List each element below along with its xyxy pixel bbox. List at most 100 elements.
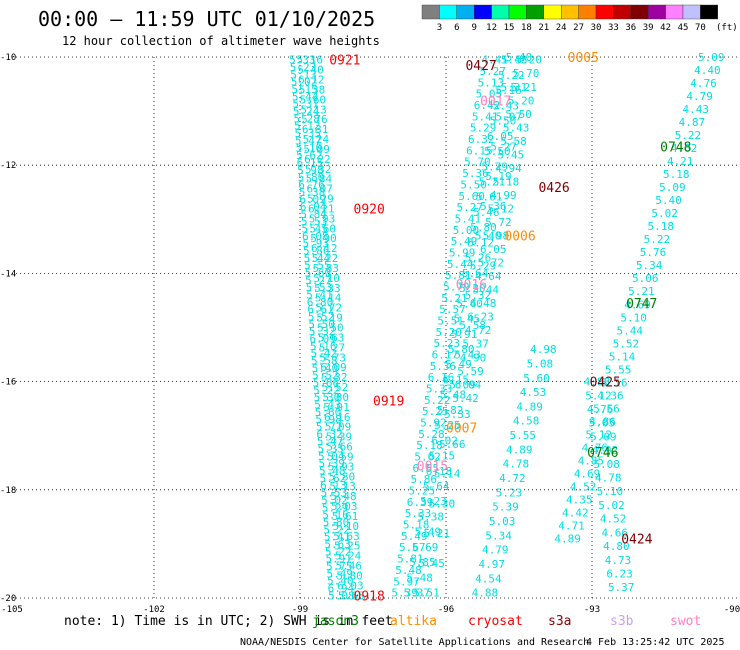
- wave-height-value: 5.00: [453, 224, 480, 237]
- wave-height-value: 5.91: [323, 401, 350, 414]
- legend-tick-label: 15: [504, 23, 515, 33]
- wave-height-value: 5.80: [298, 171, 325, 184]
- wave-height-value: 6.48: [470, 297, 497, 310]
- wave-height-value: 5.55: [304, 259, 331, 272]
- wave-height-value: 5.21: [479, 176, 506, 189]
- wave-height-value: 5.24: [335, 550, 362, 563]
- wave-height-value: 5.57: [439, 303, 466, 316]
- wave-height-value: 5.18: [648, 220, 675, 233]
- wave-height-value: 5.39: [326, 431, 353, 444]
- wave-height-value: 5.49: [401, 530, 428, 543]
- wave-height-value: 5.83: [313, 262, 340, 275]
- wave-height-value: 6.12: [298, 74, 325, 87]
- wave-height-value: 5.36: [480, 200, 507, 213]
- wave-height-value: 5.46: [336, 560, 363, 573]
- wave-height-value: 5.48: [330, 490, 357, 503]
- wave-height-value: 5.80: [470, 221, 497, 234]
- wave-height-value: 5.22: [313, 384, 340, 397]
- wave-height-value: 6.09: [299, 193, 326, 206]
- wave-height-value: 5.38: [299, 186, 326, 199]
- wave-height-value: 6.03: [337, 579, 364, 592]
- wave-height-value: 5.48: [406, 571, 433, 584]
- wave-height-value: 5.98: [315, 413, 342, 426]
- wave-height-value: 5.61: [332, 510, 359, 523]
- wave-height-value: 6.76: [298, 178, 325, 191]
- wave-height-value: 5.79: [443, 280, 470, 293]
- legend-swatch: [543, 4, 562, 20]
- wave-height-value: 6.05: [480, 243, 507, 256]
- wave-height-value: 5.43: [493, 99, 520, 112]
- wave-height-value: 5.40: [506, 51, 533, 64]
- wave-height-value: 5.38: [299, 83, 326, 96]
- wave-height-value: 4.85: [578, 454, 605, 467]
- wave-height-value: 5.91: [451, 328, 478, 341]
- legend-tick-label: 21: [538, 23, 549, 33]
- legend-swatch: [456, 4, 475, 20]
- wave-height-value: 5.20: [515, 54, 542, 67]
- wave-height-value: 6.32: [316, 428, 343, 441]
- wave-height-value: 4.40: [694, 64, 721, 77]
- wave-height-value: 5.52: [322, 381, 349, 394]
- wave-height-value: 5.12: [488, 202, 515, 215]
- wave-height-value: 5.06: [632, 272, 659, 285]
- wave-height-value: 5.43: [503, 121, 530, 134]
- wave-height-value: 5.22: [644, 233, 671, 246]
- wave-height-value: 5.72: [316, 302, 343, 315]
- legend-tick-label: 9: [471, 23, 476, 33]
- wave-height-value: 5.05: [588, 417, 615, 430]
- wave-height-value: 6.12: [311, 242, 338, 255]
- wave-height-value: 5.27: [490, 140, 517, 153]
- pass-id-label: 0748: [660, 140, 691, 155]
- wave-height-value: 5.55: [605, 363, 632, 376]
- wave-height-value: 5.43: [454, 349, 481, 362]
- wave-height-value: 5.48: [395, 564, 422, 577]
- wave-height-value: 4.72: [499, 472, 526, 485]
- wave-height-value: 5.91: [325, 553, 352, 566]
- wave-height-value: 5.51: [413, 587, 440, 600]
- wave-height-value: 6.04: [455, 378, 482, 391]
- legend-tick-label: 45: [678, 23, 689, 33]
- wave-height-value: 5.09: [325, 421, 352, 434]
- wave-height-value: 5.30: [314, 391, 341, 404]
- wave-height-value: 5.19: [316, 312, 343, 325]
- wave-height-value: 4.41: [481, 54, 508, 67]
- wave-height-value: 4.76: [582, 441, 609, 454]
- pass-id-label: 0015: [417, 459, 448, 474]
- wave-height-value: 5.98: [483, 230, 510, 243]
- wave-height-value: 5.45: [301, 222, 328, 235]
- y-tick-label: -20: [0, 594, 16, 604]
- wave-height-value: 5.22: [312, 252, 339, 265]
- wave-height-value: 6.21: [308, 202, 335, 215]
- legend-swatch: [526, 4, 545, 20]
- wave-height-value: 4.42: [562, 506, 589, 519]
- wave-height-value: 5.13: [478, 76, 505, 89]
- wave-height-value: 4.66: [601, 526, 628, 539]
- wave-height-value: 5.61: [476, 191, 503, 204]
- pass-id-label: 0920: [354, 202, 385, 217]
- wave-height-value: 5.14: [609, 350, 636, 363]
- satellite-name: jason3: [312, 614, 359, 629]
- wave-height-value: 6.31: [302, 123, 329, 136]
- wave-height-value: 5.98: [297, 164, 324, 177]
- wave-height-value: 5.13: [329, 480, 356, 493]
- wave-height-value: 5.13: [290, 68, 317, 81]
- wave-height-value: 4.58: [513, 415, 540, 428]
- wave-height-value: 5.81: [397, 553, 424, 566]
- wave-height-value: 5.38: [417, 510, 444, 523]
- altimeter-track: 5.094.404.764.794.434.875.224.624.215.18…: [554, 51, 724, 545]
- wave-height-value: 6.09: [320, 361, 347, 374]
- wave-height-value: 5.45: [498, 148, 525, 161]
- altimeter-track: 5.205.705.215.205.505.435.585.454.945.18…: [452, 54, 542, 405]
- wave-height-value: 5.10: [296, 142, 323, 155]
- wave-height-value: 5.93: [309, 212, 336, 225]
- pass-id-label: 0746: [587, 446, 618, 461]
- wave-height-value: 5.16: [310, 340, 337, 353]
- wave-height-value: 5.67: [399, 541, 426, 554]
- wave-height-value: 5.23: [434, 337, 461, 350]
- wave-height-value: 5.29: [470, 122, 497, 135]
- wave-height-value: 5.58: [500, 135, 527, 148]
- wave-height-value: 4.54: [475, 572, 502, 585]
- wave-height-value: 5.23: [420, 495, 447, 508]
- wave-height-value: 5.41: [306, 288, 333, 301]
